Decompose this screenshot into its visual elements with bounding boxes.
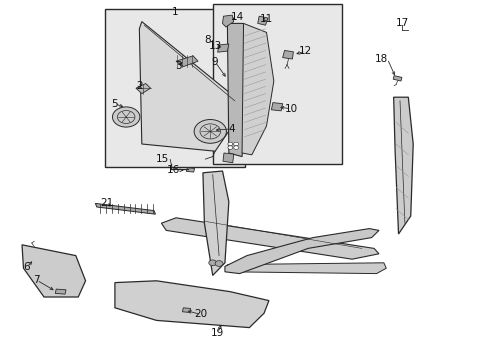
- Text: 21: 21: [100, 198, 113, 208]
- Polygon shape: [227, 23, 246, 157]
- Text: 12: 12: [298, 46, 312, 56]
- Polygon shape: [182, 308, 190, 312]
- Text: 3: 3: [175, 60, 182, 71]
- Text: 5: 5: [111, 99, 118, 109]
- Polygon shape: [176, 56, 198, 67]
- Polygon shape: [186, 168, 194, 172]
- Text: 16: 16: [166, 165, 180, 175]
- Text: 10: 10: [284, 104, 297, 114]
- Text: 18: 18: [374, 54, 387, 64]
- Polygon shape: [217, 44, 228, 52]
- Polygon shape: [393, 97, 412, 234]
- Polygon shape: [161, 218, 378, 259]
- Polygon shape: [136, 84, 150, 94]
- Circle shape: [194, 120, 226, 143]
- Polygon shape: [224, 229, 378, 274]
- Text: 11: 11: [259, 14, 273, 24]
- Polygon shape: [223, 153, 233, 163]
- Circle shape: [227, 142, 232, 146]
- Polygon shape: [203, 171, 228, 275]
- Circle shape: [227, 146, 232, 149]
- Polygon shape: [222, 15, 233, 27]
- Polygon shape: [392, 76, 401, 81]
- Text: 7: 7: [33, 275, 40, 285]
- Text: 17: 17: [394, 18, 408, 28]
- Text: 2: 2: [136, 81, 142, 91]
- Text: 8: 8: [204, 35, 211, 45]
- Text: 1: 1: [171, 6, 178, 17]
- Polygon shape: [139, 22, 244, 151]
- Polygon shape: [242, 23, 273, 155]
- Circle shape: [215, 261, 223, 266]
- Text: 4: 4: [228, 124, 235, 134]
- Text: 20: 20: [194, 309, 206, 319]
- Text: 9: 9: [211, 57, 218, 67]
- Text: 13: 13: [208, 41, 222, 51]
- Polygon shape: [271, 103, 282, 111]
- Polygon shape: [95, 203, 155, 214]
- Polygon shape: [227, 263, 386, 274]
- Polygon shape: [115, 281, 268, 328]
- Circle shape: [208, 260, 216, 266]
- Polygon shape: [22, 245, 85, 297]
- Text: 14: 14: [230, 12, 244, 22]
- Circle shape: [233, 146, 238, 149]
- Polygon shape: [257, 16, 267, 25]
- Text: 6: 6: [23, 262, 30, 272]
- Polygon shape: [55, 289, 66, 294]
- Bar: [212, 4, 342, 164]
- Text: 19: 19: [210, 328, 224, 338]
- Polygon shape: [282, 50, 293, 59]
- Text: 15: 15: [156, 154, 169, 165]
- Circle shape: [112, 107, 140, 127]
- Circle shape: [233, 142, 238, 146]
- Bar: [105, 9, 244, 167]
